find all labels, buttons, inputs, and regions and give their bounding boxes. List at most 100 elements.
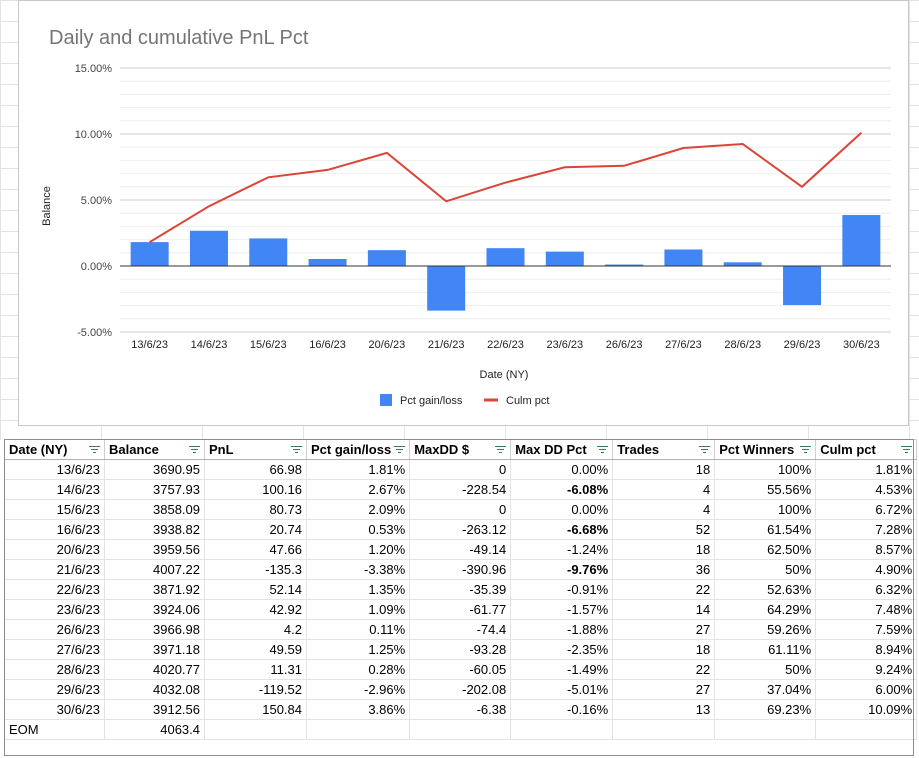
table-cell[interactable]: 15/6/23 xyxy=(4,499,105,520)
table-cell[interactable]: -0.91% xyxy=(510,579,614,600)
table-cell[interactable]: -9.76% xyxy=(510,559,614,580)
table-cell[interactable]: -5.01% xyxy=(510,679,614,700)
table-cell[interactable]: 23/6/23 xyxy=(4,599,105,620)
table-cell[interactable]: 20/6/23 xyxy=(4,539,105,560)
table-cell[interactable]: 8.57% xyxy=(815,539,918,560)
table-cell[interactable]: 50% xyxy=(714,559,817,580)
table-cell[interactable] xyxy=(409,719,512,740)
table-cell[interactable] xyxy=(510,719,614,740)
table-cell[interactable]: 22/6/23 xyxy=(4,579,105,600)
table-cell[interactable]: 13/6/23 xyxy=(4,459,105,480)
table-cell[interactable]: 52 xyxy=(612,519,716,540)
eom-balance[interactable]: 4063.4 xyxy=(104,719,205,740)
table-cell[interactable]: 37.04% xyxy=(714,679,817,700)
table-cell[interactable]: 64.29% xyxy=(714,599,817,620)
table-cell[interactable]: 4.90% xyxy=(815,559,918,580)
filter-icon[interactable] xyxy=(800,446,812,454)
column-header[interactable]: Max DD Pct xyxy=(510,439,614,460)
column-header[interactable]: Culm pct xyxy=(815,439,918,460)
table-cell[interactable]: 4 xyxy=(612,479,716,500)
filter-icon[interactable] xyxy=(394,446,406,454)
table-cell[interactable]: 62.50% xyxy=(714,539,817,560)
table-cell[interactable]: -263.12 xyxy=(409,519,512,540)
table-cell[interactable]: 47.66 xyxy=(204,539,307,560)
table-cell[interactable]: 26/6/23 xyxy=(4,619,105,640)
column-header[interactable]: Pct gain/loss xyxy=(305,439,411,460)
table-cell[interactable]: 20.74 xyxy=(204,519,307,540)
table-cell[interactable]: 10.09% xyxy=(815,699,918,720)
table-cell[interactable]: 18 xyxy=(612,459,716,480)
table-cell[interactable]: 100% xyxy=(714,499,817,520)
table-cell[interactable]: -6.68% xyxy=(510,519,614,540)
table-cell[interactable]: 4032.08 xyxy=(104,679,205,700)
table-cell[interactable]: 11.31 xyxy=(204,659,307,680)
table-cell[interactable]: 29/6/23 xyxy=(4,679,105,700)
table-cell[interactable]: 100.16 xyxy=(204,479,307,500)
table-cell[interactable]: 28/6/23 xyxy=(4,659,105,680)
table-cell[interactable]: 8.94% xyxy=(815,639,918,660)
table-cell[interactable]: 4.53% xyxy=(815,479,918,500)
column-header[interactable]: Date (NY) xyxy=(4,439,105,460)
table-cell[interactable]: 3.86% xyxy=(305,699,411,720)
table-cell[interactable]: -93.28 xyxy=(409,639,512,660)
table-cell[interactable]: -2.96% xyxy=(305,679,411,700)
table-cell[interactable]: -35.39 xyxy=(409,579,512,600)
table-cell[interactable] xyxy=(815,719,918,740)
table-cell[interactable]: 0.00% xyxy=(510,499,614,520)
table-cell[interactable]: 2.09% xyxy=(305,499,411,520)
filter-icon[interactable] xyxy=(699,446,711,454)
table-cell[interactable]: 1.81% xyxy=(815,459,918,480)
table-cell[interactable]: -61.77 xyxy=(409,599,512,620)
filter-icon[interactable] xyxy=(901,446,913,454)
table-cell[interactable]: 1.81% xyxy=(305,459,411,480)
table-cell[interactable]: 1.09% xyxy=(305,599,411,620)
table-cell[interactable]: 27 xyxy=(612,619,716,640)
table-cell[interactable]: 7.48% xyxy=(815,599,918,620)
table-cell[interactable]: -390.96 xyxy=(409,559,512,580)
table-cell[interactable]: 4.2 xyxy=(204,619,307,640)
table-cell[interactable]: 18 xyxy=(612,539,716,560)
table-cell[interactable]: 7.28% xyxy=(815,519,918,540)
table-cell[interactable]: 0.53% xyxy=(305,519,411,540)
table-cell[interactable]: -2.35% xyxy=(510,639,614,660)
table-cell[interactable] xyxy=(714,719,817,740)
table-cell[interactable]: 3959.56 xyxy=(104,539,205,560)
table-cell[interactable]: 61.11% xyxy=(714,639,817,660)
table-cell[interactable]: 3871.92 xyxy=(104,579,205,600)
table-cell[interactable]: 1.20% xyxy=(305,539,411,560)
table-cell[interactable]: 50% xyxy=(714,659,817,680)
table-cell[interactable]: -1.88% xyxy=(510,619,614,640)
table-cell[interactable]: -74.4 xyxy=(409,619,512,640)
table-cell[interactable]: 22 xyxy=(612,659,716,680)
table-cell[interactable]: -6.38 xyxy=(409,699,512,720)
table-cell[interactable]: 0.11% xyxy=(305,619,411,640)
table-cell[interactable]: 0 xyxy=(409,459,512,480)
table-cell[interactable]: 14/6/23 xyxy=(4,479,105,500)
table-cell[interactable] xyxy=(612,719,716,740)
table-cell[interactable]: 21/6/23 xyxy=(4,559,105,580)
eom-label[interactable]: EOM xyxy=(4,719,105,740)
table-cell[interactable]: 0.00% xyxy=(510,459,614,480)
filter-icon[interactable] xyxy=(89,446,100,454)
chart-container[interactable]: Daily and cumulative PnL Pct 15.00% 10.00… xyxy=(18,0,909,426)
table-cell[interactable]: 27/6/23 xyxy=(4,639,105,660)
table-cell[interactable]: 36 xyxy=(612,559,716,580)
filter-icon[interactable] xyxy=(495,446,507,454)
filter-icon[interactable] xyxy=(189,446,200,454)
table-cell[interactable]: 150.84 xyxy=(204,699,307,720)
table-cell[interactable]: 80.73 xyxy=(204,499,307,520)
column-header[interactable]: Trades xyxy=(612,439,716,460)
table-cell[interactable]: 2.67% xyxy=(305,479,411,500)
table-cell[interactable]: 61.54% xyxy=(714,519,817,540)
table-cell[interactable]: -1.49% xyxy=(510,659,614,680)
table-cell[interactable]: 69.23% xyxy=(714,699,817,720)
table-cell[interactable]: 59.26% xyxy=(714,619,817,640)
table-cell[interactable]: 52.63% xyxy=(714,579,817,600)
table-cell[interactable]: 42.92 xyxy=(204,599,307,620)
table-cell[interactable]: 7.59% xyxy=(815,619,918,640)
table-cell[interactable]: 22 xyxy=(612,579,716,600)
table-cell[interactable]: -1.24% xyxy=(510,539,614,560)
table-cell[interactable]: -135.3 xyxy=(204,559,307,580)
table-cell[interactable]: 3966.98 xyxy=(104,619,205,640)
column-header[interactable]: Pct Winners xyxy=(714,439,817,460)
